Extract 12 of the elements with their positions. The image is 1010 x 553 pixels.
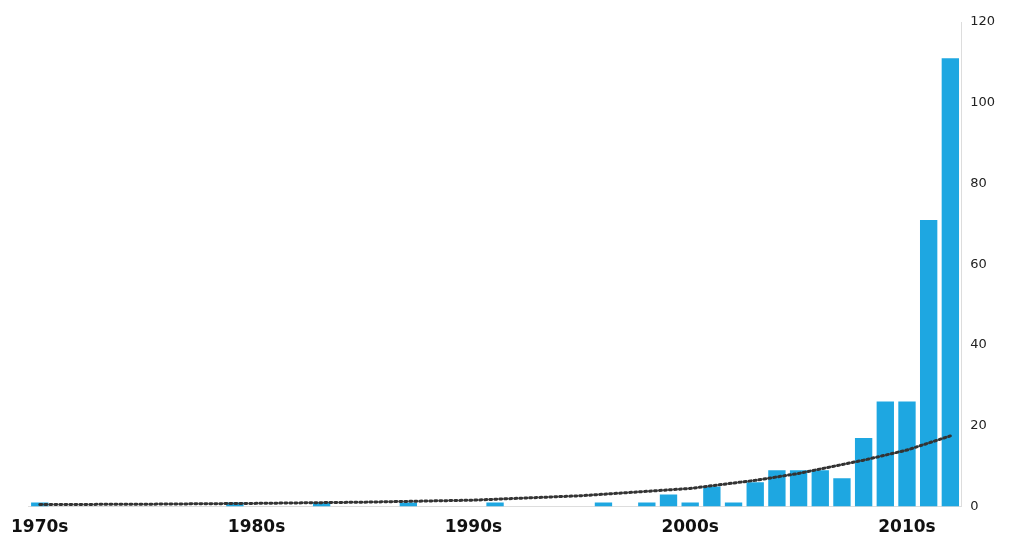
y-tick-label: 80: [970, 174, 987, 190]
y-tick-label: 0: [970, 497, 979, 513]
y-tick-label: 40: [970, 336, 987, 352]
x-tick-label: 1990s: [444, 516, 503, 537]
y-tick-label: 100: [970, 94, 996, 110]
x-tick-label: 1970s: [11, 516, 69, 537]
x-tick-label: 2000s: [661, 516, 719, 537]
x-tick-label: 1980s: [227, 516, 286, 537]
y-tick-label: 120: [970, 13, 996, 29]
y-tick-label: 20: [970, 417, 987, 433]
x-tick-label: 2010s: [878, 516, 936, 537]
y-tick-label: 60: [970, 255, 987, 271]
